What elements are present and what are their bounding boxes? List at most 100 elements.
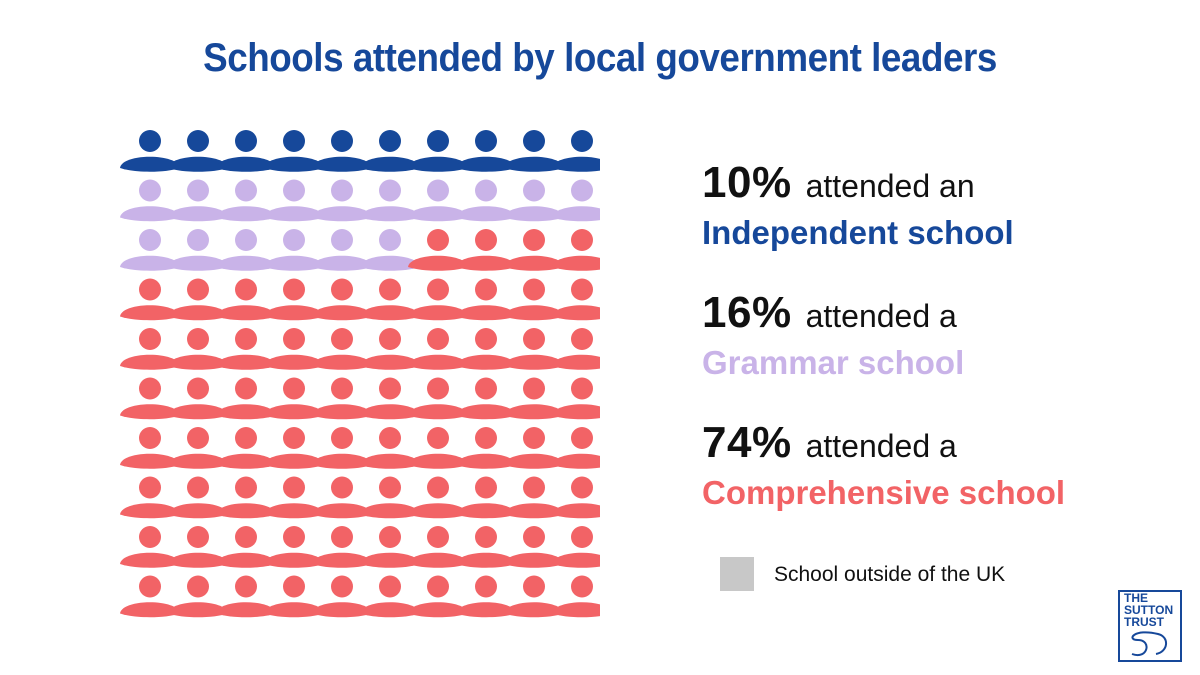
person-icon	[120, 377, 180, 420]
person-icon	[312, 526, 372, 568]
stat-label: Grammar school	[702, 344, 965, 381]
chart-title: Schools attended by local government lea…	[203, 36, 997, 80]
person-icon	[504, 427, 564, 469]
person-icon	[552, 526, 600, 568]
person-icon	[504, 229, 564, 271]
person-icon	[120, 179, 180, 222]
person-icon	[360, 476, 420, 519]
stat-percent: 16%	[702, 288, 792, 337]
person-icon	[456, 526, 516, 568]
person-icon	[120, 575, 180, 618]
person-icon	[264, 229, 324, 271]
person-icon	[504, 476, 564, 519]
person-icon	[456, 130, 516, 172]
person-icon	[168, 427, 228, 469]
person-icon	[360, 229, 420, 271]
person-icon	[552, 575, 600, 618]
person-icon	[120, 278, 180, 321]
logo-line: THE	[1124, 591, 1148, 605]
person-icon	[456, 179, 516, 222]
person-icon	[504, 278, 564, 321]
person-icon	[216, 179, 276, 222]
person-icon	[312, 130, 372, 172]
person-icon	[312, 328, 372, 370]
person-icon	[408, 427, 468, 469]
person-icon	[552, 476, 600, 519]
person-icon	[552, 179, 600, 222]
person-icon	[264, 427, 324, 469]
person-icon	[312, 278, 372, 321]
person-icon	[360, 427, 420, 469]
waffle-chart	[120, 130, 600, 618]
person-icon	[360, 575, 420, 618]
stat-grammar: 16% attended a Grammar school	[702, 288, 964, 382]
person-icon	[552, 377, 600, 420]
person-icon	[312, 179, 372, 222]
person-icon	[264, 179, 324, 222]
person-icon	[504, 179, 564, 222]
person-icon	[456, 476, 516, 519]
person-icon	[120, 229, 180, 271]
person-icon	[312, 229, 372, 271]
person-icon	[312, 575, 372, 618]
legend-label: School outside of the UK	[774, 563, 1006, 586]
person-icon	[216, 130, 276, 172]
person-icon	[216, 278, 276, 321]
stat-comprehensive: 74% attended a Comprehensive school	[702, 418, 1065, 512]
person-icon	[120, 476, 180, 519]
person-icon	[168, 229, 228, 271]
person-icon	[264, 377, 324, 420]
person-icon	[312, 476, 372, 519]
stat-label: Independent school	[702, 214, 1014, 251]
person-icon	[120, 526, 180, 568]
person-icon	[456, 278, 516, 321]
person-icon	[168, 377, 228, 420]
person-icon	[504, 328, 564, 370]
person-icon	[360, 179, 420, 222]
person-icon	[408, 476, 468, 519]
person-icon	[408, 179, 468, 222]
person-icon	[360, 377, 420, 420]
person-icon	[216, 229, 276, 271]
person-icon	[408, 526, 468, 568]
stat-verb: attended an	[805, 168, 975, 204]
person-icon	[408, 278, 468, 321]
person-icon	[264, 476, 324, 519]
person-icon	[216, 377, 276, 420]
logo-text: THE SUTTON TRUST	[1124, 592, 1176, 628]
person-icon	[552, 278, 600, 321]
logo-line: TRUST	[1124, 615, 1164, 629]
person-icon	[360, 526, 420, 568]
person-icon	[120, 427, 180, 469]
person-icon	[408, 377, 468, 420]
stat-label: Comprehensive school	[702, 474, 1066, 511]
person-icon	[168, 575, 228, 618]
person-icon	[264, 575, 324, 618]
person-icon	[168, 130, 228, 172]
person-icon	[264, 278, 324, 321]
person-icon	[552, 328, 600, 370]
person-icon	[264, 328, 324, 370]
person-icon	[456, 328, 516, 370]
person-icon	[216, 427, 276, 469]
person-icon	[408, 130, 468, 172]
person-icon	[120, 130, 180, 172]
person-icon	[408, 328, 468, 370]
person-icon	[504, 575, 564, 618]
person-icon	[552, 427, 600, 469]
person-icon	[552, 229, 600, 271]
person-icon	[168, 328, 228, 370]
person-icon	[120, 328, 180, 370]
person-icon	[360, 278, 420, 321]
person-icon	[504, 377, 564, 420]
person-icon	[552, 130, 600, 172]
person-icon	[216, 526, 276, 568]
person-icon	[456, 427, 516, 469]
person-icon	[360, 328, 420, 370]
person-icon	[216, 328, 276, 370]
person-icon	[408, 575, 468, 618]
person-icon	[264, 130, 324, 172]
person-icon	[408, 229, 468, 271]
person-icon	[168, 476, 228, 519]
person-icon	[456, 575, 516, 618]
